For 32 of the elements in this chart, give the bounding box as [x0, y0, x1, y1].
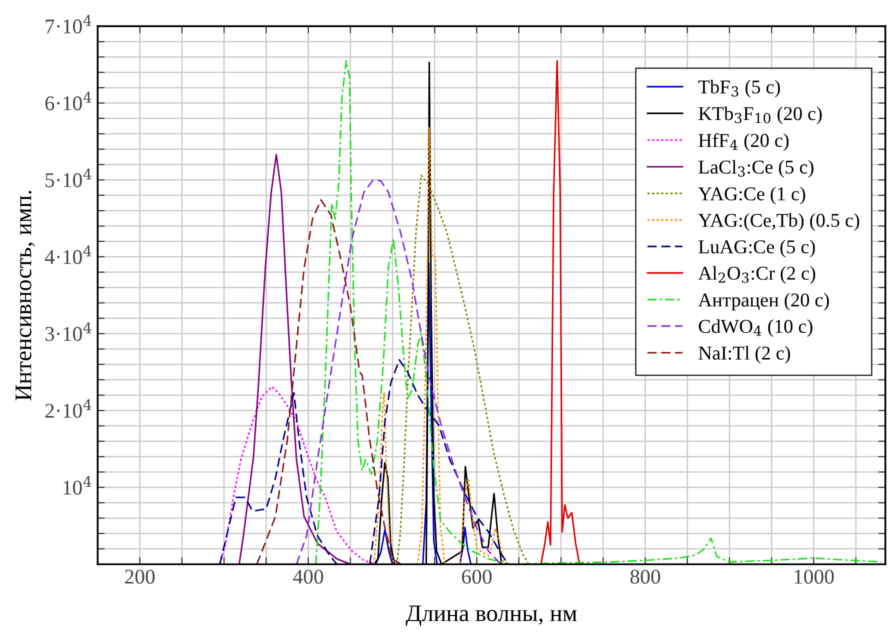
- legend-label: YAG:Ce (1 с): [698, 186, 806, 204]
- y-tick-label: 7·10$^{4}$: [46, 14, 92, 34]
- line-series: [540, 60, 580, 564]
- line-series: [238, 154, 352, 564]
- y-tick-label: 6·10$^{4}$: [45, 92, 92, 110]
- y-tick-label: 2·10$^{4}$: [45, 399, 92, 418]
- line-series: [256, 199, 402, 564]
- y-tick-label: 10$^{4}$: [64, 476, 92, 495]
- line-series: [219, 359, 508, 564]
- x-axis-title: Длина волны, нм: [406, 606, 577, 626]
- y-tick-label: 4·10$^{4}$: [44, 245, 92, 264]
- legend-label: HfF$_{4}$ (20 с): [698, 133, 789, 151]
- legend-label: Антрацен (20 с): [698, 292, 829, 311]
- legend-label: KTb$_{3}$F$_{10}$ (20 с): [698, 106, 822, 124]
- x-tick-label: 800: [630, 570, 660, 584]
- y-tick-label: 3·10$^{4}$: [45, 322, 92, 341]
- y-axis-title: Интенсивность, имп.: [16, 190, 35, 400]
- legend-label: NaI:Tl (2 с): [698, 346, 790, 364]
- legend-label: CdWO$_{4}$ (10 с): [698, 319, 812, 337]
- x-tick-label: 600: [462, 570, 492, 584]
- line-series: [315, 60, 882, 564]
- legend-label: LuAG:Ce (5 с): [698, 240, 815, 258]
- legend-label: YAG:(Ce,Tb) (0.5 с): [698, 213, 860, 231]
- x-tick-label: 400: [293, 570, 324, 584]
- x-tick-label: 1000: [794, 570, 834, 584]
- y-tick-label: 5·10$^{4}$: [46, 168, 92, 188]
- legend-label: TbF$_{3}$ (5 с): [698, 80, 780, 98]
- line-series: [296, 179, 512, 564]
- x-tick-label: 200: [125, 570, 155, 584]
- line-series: [396, 174, 529, 564]
- legend-label: LaCl$_{3}$:Ce (5 с): [698, 160, 814, 178]
- legend-label: Al$_{2}$O$_{3}$:Cr (2 с): [698, 266, 816, 284]
